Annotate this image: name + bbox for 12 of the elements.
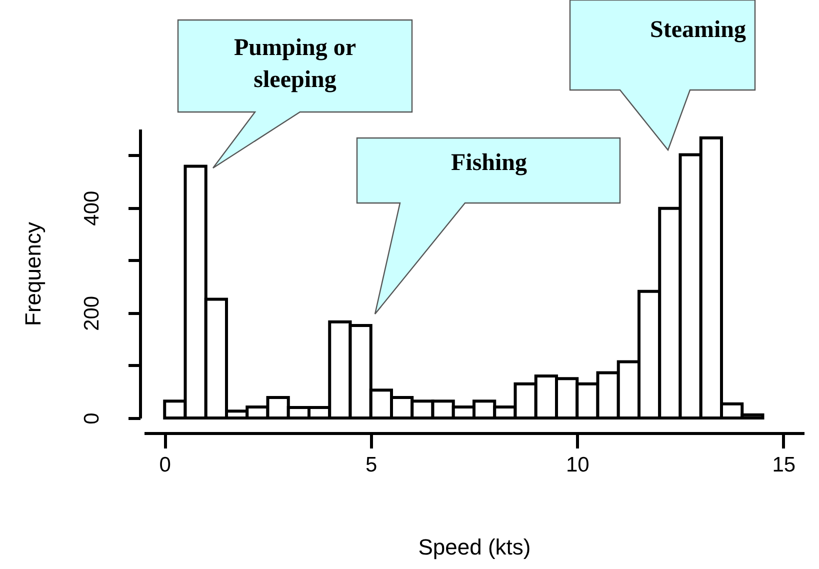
y-tick-label: 200 xyxy=(80,296,104,331)
text: Pumping or sleeping xyxy=(234,35,356,93)
y-tick-label: 0 xyxy=(80,412,104,424)
text: Steaming xyxy=(650,17,746,43)
x-tick-label: 0 xyxy=(159,454,171,476)
annotation: Fishing xyxy=(450,150,528,176)
x-tick-label: 5 xyxy=(366,454,378,476)
x-tick-label: 15 xyxy=(772,454,796,476)
y-tick-label: 400 xyxy=(80,190,104,226)
y-axis-title: Frequency xyxy=(20,222,46,326)
x-tick-label: 10 xyxy=(566,454,590,476)
x-axis-title: Speed (kts) xyxy=(418,534,531,560)
